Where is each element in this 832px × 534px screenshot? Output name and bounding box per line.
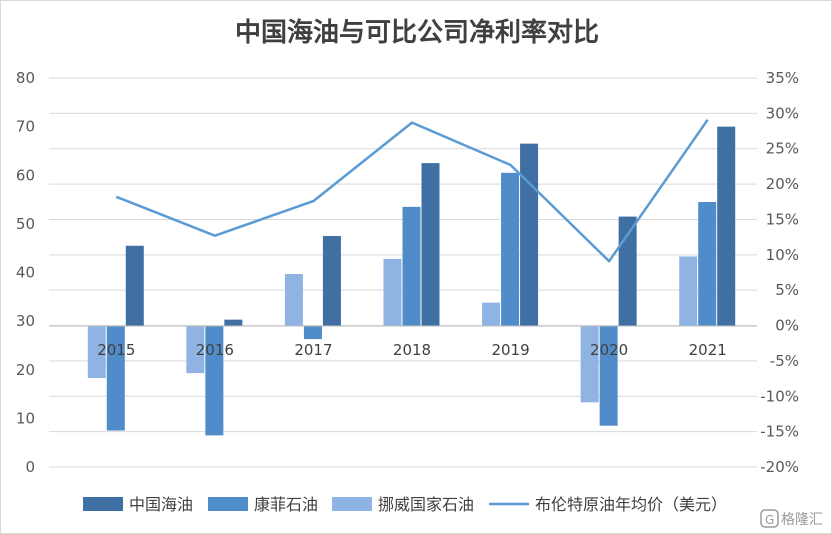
right-axis-tick: 10%: [766, 246, 799, 264]
left-axis-ticks: 0 10 20 30 40 50 60 70 80: [16, 69, 35, 476]
right-axis-tick: 25%: [766, 140, 799, 158]
legend-label: 布伦特原油年均价（美元）: [535, 495, 727, 514]
legend-swatch: [332, 497, 372, 511]
bar: [224, 319, 243, 326]
right-axis-tick: -5%: [770, 352, 799, 370]
legend-swatch: [83, 497, 123, 511]
left-axis-tick: 80: [16, 69, 35, 87]
bar: [303, 326, 322, 340]
bar: [383, 258, 402, 326]
right-axis-tick: 20%: [766, 175, 799, 193]
bar: [698, 201, 717, 326]
left-axis-tick: 30: [16, 312, 35, 330]
legend-label: 康菲石油: [254, 495, 318, 514]
bar: [87, 326, 106, 379]
bar: [421, 163, 440, 326]
bar: [205, 326, 224, 436]
bar-series: [49, 126, 757, 436]
category-label: 2021: [689, 341, 727, 359]
left-axis-tick: 20: [16, 361, 35, 379]
bar: [520, 143, 539, 326]
line-series: [115, 118, 709, 263]
legend-label: 挪威国家石油: [378, 495, 474, 514]
bar: [599, 326, 618, 426]
bar: [482, 302, 501, 326]
bar: [125, 245, 144, 326]
category-label: 2020: [590, 341, 628, 359]
left-axis-tick: 60: [16, 166, 35, 184]
right-axis-tick: -20%: [760, 458, 799, 476]
bar: [186, 326, 205, 374]
bar: [322, 236, 341, 326]
right-axis-tick: 0%: [775, 317, 799, 335]
left-axis-tick: 70: [16, 118, 35, 136]
left-axis-tick: 50: [16, 215, 35, 233]
right-axis-tick: 35%: [766, 69, 799, 87]
left-axis-tick: 10: [16, 409, 35, 427]
right-axis-tick: 30%: [766, 104, 799, 122]
right-axis-ticks: 35% 30% 25% 20% 15% 10% 5% 0% -5% -10% -15% -20%: [760, 69, 799, 476]
bar: [717, 126, 736, 326]
bar: [106, 326, 125, 431]
right-axis-tick: 15%: [766, 210, 799, 228]
category-label: 2017: [294, 341, 332, 359]
category-label: 2015: [97, 341, 135, 359]
category-label: 2016: [196, 341, 234, 359]
bar: [679, 256, 698, 326]
category-label: 2018: [393, 341, 431, 359]
bar: [284, 273, 303, 326]
right-axis-tick: -10%: [760, 387, 799, 405]
line-brent-price: [115, 118, 709, 263]
chart-title: 中国海油与可比公司净利率对比: [235, 17, 599, 48]
bar: [402, 206, 421, 326]
bar: [580, 326, 599, 403]
legend-label: 中国海油: [129, 495, 193, 514]
left-axis-tick: 40: [16, 264, 35, 282]
category-axis-labels: 2015 2016 2017 2018 2019 2020 2021: [97, 341, 727, 359]
watermark-logo: G 格隆汇: [760, 509, 823, 528]
legend: 中国海油 康菲石油 挪威国家石油 布伦特原油年均价（美元）: [83, 495, 727, 514]
watermark-icon: [760, 509, 779, 528]
category-label: 2019: [491, 341, 529, 359]
watermark-text: 格隆汇: [781, 512, 823, 528]
right-axis-tick: -15%: [760, 423, 799, 441]
legend-swatch: [208, 497, 248, 511]
watermark-icon-glyph: G: [765, 513, 774, 527]
right-axis-tick: 5%: [775, 281, 799, 299]
bar: [501, 172, 520, 326]
bar: [618, 216, 637, 326]
left-axis-tick: 0: [25, 458, 35, 476]
